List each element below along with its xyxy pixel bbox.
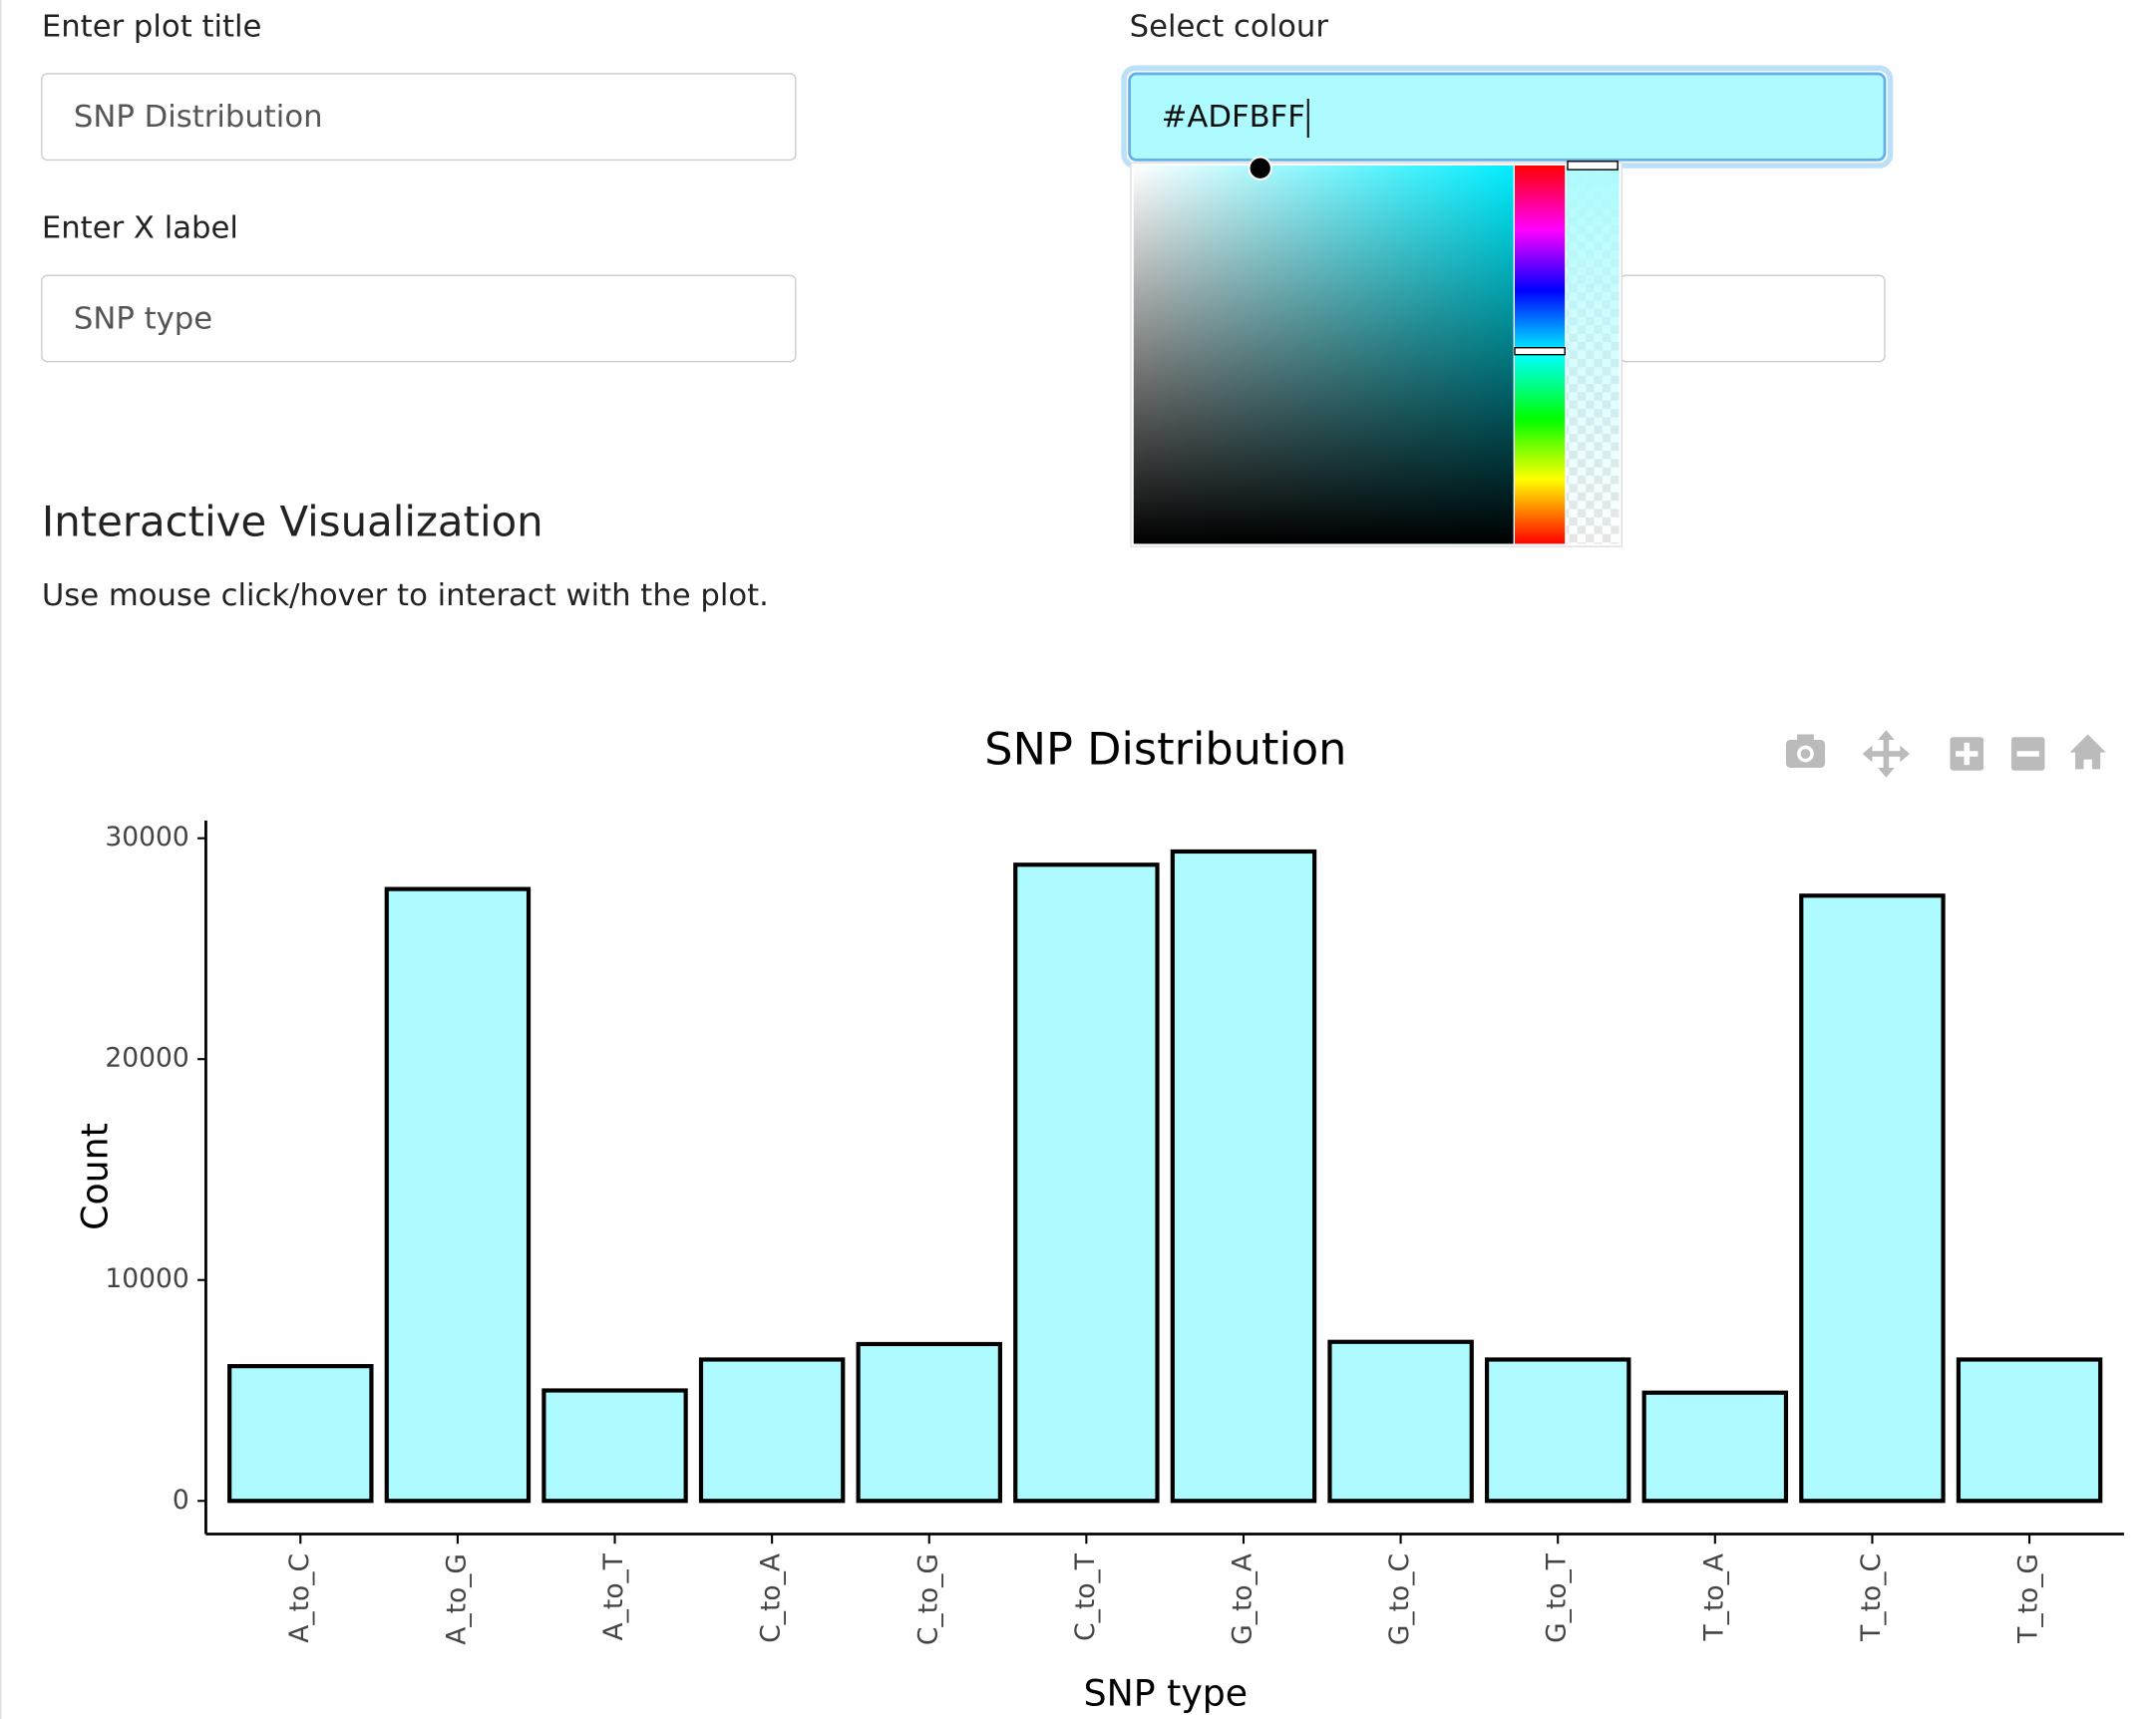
- y-axis-title: Count: [74, 1123, 117, 1230]
- input-value: SNP type: [74, 301, 212, 336]
- x-tick-label: A_to_G: [441, 1553, 472, 1645]
- bar[interactable]: [1641, 1390, 1789, 1504]
- bar[interactable]: [384, 886, 532, 1504]
- camera-button[interactable]: [1785, 734, 1826, 768]
- bar[interactable]: [1170, 849, 1317, 1504]
- bar[interactable]: [1799, 893, 1946, 1504]
- input-value: #ADFBFF: [1162, 100, 1305, 135]
- x-tick-label: G_to_A: [1227, 1553, 1258, 1645]
- xlabel-input[interactable]: [41, 274, 797, 363]
- y-tick-label: 0: [173, 1485, 189, 1516]
- title-input[interactable]: [41, 73, 797, 162]
- value-overlay: [1133, 165, 1514, 544]
- pan-button[interactable]: [1862, 730, 1911, 778]
- colour-picker[interactable]: [1130, 156, 1623, 547]
- bar[interactable]: [1484, 1357, 1631, 1504]
- x-axis-title: SNP type: [1084, 1671, 1249, 1714]
- bar[interactable]: [541, 1388, 688, 1504]
- section-heading: Interactive Visualization: [42, 497, 543, 545]
- hue-handle[interactable]: [1514, 347, 1566, 356]
- bar[interactable]: [1327, 1339, 1474, 1504]
- alpha-slider[interactable]: [1566, 165, 1619, 544]
- colour-input[interactable]: [1128, 72, 1887, 162]
- bar[interactable]: [227, 1364, 374, 1504]
- x-tick-label: A_to_C: [284, 1553, 315, 1643]
- chart-title: SNP Distribution: [984, 724, 1346, 776]
- section-text: Use mouse click/hover to interact with t…: [42, 578, 769, 613]
- saturation-handle[interactable]: [1248, 156, 1272, 180]
- modebar: [1785, 730, 2106, 778]
- x-tick-label: A_to_T: [598, 1552, 629, 1640]
- x-tick-label: G_to_C: [1384, 1553, 1415, 1645]
- y-tick-label: 30000: [105, 822, 188, 853]
- x-tick-label: C_to_G: [912, 1553, 943, 1645]
- zoom-in-button[interactable]: [1950, 737, 1984, 771]
- zoom-out-button[interactable]: [2010, 737, 2045, 771]
- x-tick-label: T_to_C: [1856, 1553, 1887, 1642]
- bar[interactable]: [1956, 1357, 2103, 1504]
- y-tick-label: 10000: [105, 1263, 188, 1294]
- bar[interactable]: [856, 1341, 1002, 1504]
- x-tick-label: T_to_A: [1698, 1553, 1729, 1641]
- home-button[interactable]: [2069, 734, 2106, 770]
- bar[interactable]: [698, 1357, 846, 1504]
- x-tick-label: C_to_A: [756, 1553, 787, 1643]
- x-tick-label: T_to_G: [2013, 1553, 2044, 1644]
- hidden-input[interactable]: [1619, 274, 1886, 363]
- x-tick-label: C_to_T: [1070, 1552, 1101, 1641]
- y-tick-label: 20000: [105, 1043, 188, 1074]
- field-label: Select colour: [1130, 9, 1329, 44]
- x-tick-label: G_to_T: [1542, 1552, 1573, 1643]
- input-value: SNP Distribution: [74, 100, 323, 135]
- bar[interactable]: [1013, 862, 1160, 1504]
- field-label: Enter X label: [42, 211, 238, 246]
- plot: SNP Distribution SNP type Count 0 10000 20…: [74, 724, 2124, 1714]
- field-label: Enter plot title: [42, 9, 262, 44]
- alpha-handle[interactable]: [1567, 161, 1618, 171]
